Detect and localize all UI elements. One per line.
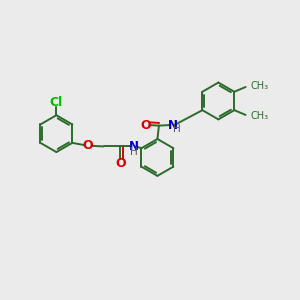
Text: O: O: [140, 118, 151, 131]
Text: N: N: [168, 118, 178, 131]
Text: N: N: [129, 140, 139, 153]
Text: CH₃: CH₃: [251, 111, 269, 121]
Text: CH₃: CH₃: [251, 81, 269, 91]
Text: O: O: [82, 139, 93, 152]
Text: H: H: [173, 124, 181, 134]
Text: Cl: Cl: [50, 96, 63, 109]
Text: H: H: [130, 147, 138, 157]
Text: O: O: [115, 157, 126, 169]
